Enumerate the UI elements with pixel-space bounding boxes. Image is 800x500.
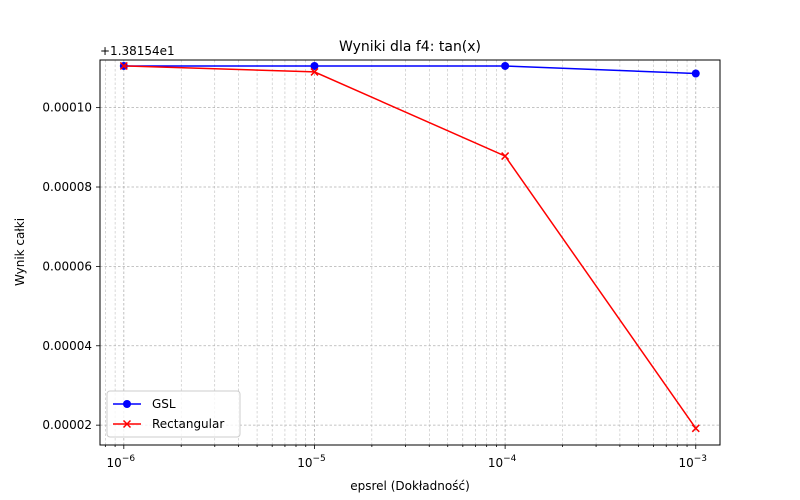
legend-gsl-label: GSL bbox=[152, 397, 176, 411]
series-line-rectangular bbox=[123, 65, 697, 429]
data-point-gsl bbox=[501, 61, 510, 70]
y-axis-label: Wynik całki bbox=[13, 218, 27, 286]
legend-rectangular-marker bbox=[122, 419, 132, 429]
y-offset-label: +1.38154e1 bbox=[100, 44, 175, 58]
y-tick-label: 0.00006 bbox=[42, 259, 92, 273]
x-axis-label: epsrel (Dokładność) bbox=[350, 479, 470, 493]
data-point-rectangular bbox=[119, 61, 128, 70]
series-layer bbox=[119, 61, 700, 433]
axis-ticks: 0.00002 0.00004 0.00006 0.00008 0.00010 10−6 1… bbox=[42, 101, 707, 470]
plot-frame bbox=[99, 59, 721, 446]
data-point-gsl bbox=[691, 69, 700, 78]
x-tick-label: 10−6 bbox=[107, 454, 136, 470]
x-tick-label: 10−3 bbox=[678, 454, 707, 470]
data-point-gsl bbox=[310, 61, 319, 70]
chart-title: Wyniki dla f4: tan(x) bbox=[339, 39, 481, 55]
legend: GSL Rectangular bbox=[106, 390, 241, 438]
data-point-rectangular bbox=[310, 67, 319, 76]
series-line-gsl bbox=[123, 65, 696, 75]
y-tick-label: 0.00004 bbox=[42, 339, 92, 353]
grid bbox=[100, 60, 720, 445]
legend-gsl-marker bbox=[123, 400, 131, 408]
data-point-rectangular bbox=[691, 424, 700, 433]
y-tick-label: 0.00008 bbox=[42, 180, 92, 194]
data-point-rectangular bbox=[501, 152, 510, 161]
legend-frame bbox=[106, 390, 241, 438]
y-tick-label: 0.00002 bbox=[42, 418, 92, 432]
legend-rectangular-label: Rectangular bbox=[152, 417, 224, 431]
x-tick-label: 10−5 bbox=[297, 454, 326, 470]
y-tick-label: 0.00010 bbox=[42, 101, 92, 115]
x-tick-label: 10−4 bbox=[488, 454, 517, 470]
